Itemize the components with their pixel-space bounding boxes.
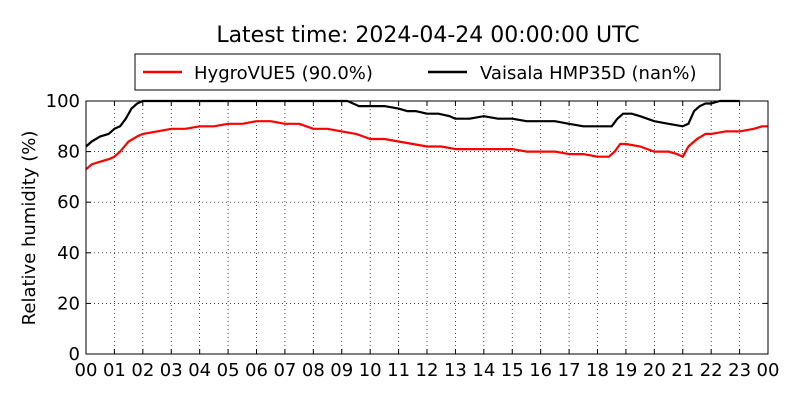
x-tick-label: 01 xyxy=(103,360,126,381)
x-tick-label: 13 xyxy=(444,360,467,381)
legend-label-vaisala: Vaisala HMP35D (nan%) xyxy=(480,63,697,84)
x-tick-label: 19 xyxy=(614,360,637,381)
x-tick-label: 15 xyxy=(501,360,524,381)
plot-frame xyxy=(85,100,769,355)
x-tick-label: 16 xyxy=(529,360,552,381)
y-tick-label: 0 xyxy=(69,344,80,365)
x-tick-label: 02 xyxy=(131,360,154,381)
y-tick-label: 80 xyxy=(57,142,80,163)
legend-label-hygrovue5: HygroVUE5 (90.0%) xyxy=(194,63,373,84)
x-tick-label: 10 xyxy=(359,360,382,381)
y-tick-label: 100 xyxy=(46,91,80,112)
x-tick-label: 23 xyxy=(728,360,751,381)
series-line-0 xyxy=(85,120,768,171)
x-tick-label: 04 xyxy=(188,360,211,381)
grid xyxy=(86,101,768,354)
x-tick-label: 00 xyxy=(75,360,98,381)
x-tick-label: 18 xyxy=(586,360,609,381)
x-tick-label: 17 xyxy=(558,360,581,381)
x-tick-label: 22 xyxy=(700,360,723,381)
x-tick-label: 05 xyxy=(217,360,240,381)
y-tick-label: 40 xyxy=(57,243,80,264)
x-tick-label: 20 xyxy=(643,360,666,381)
series-lines xyxy=(85,99,768,171)
x-tick-label: 09 xyxy=(330,360,353,381)
x-tick-label: 14 xyxy=(472,360,495,381)
legend-box xyxy=(134,53,721,91)
x-tick-label: 07 xyxy=(273,360,296,381)
y-tick-label: 20 xyxy=(57,293,80,314)
legend: HygroVUE5 (90.0%) Vaisala HMP35D (nan%) xyxy=(134,53,721,91)
x-tick-label: 11 xyxy=(387,360,410,381)
series-line-1 xyxy=(85,99,740,148)
x-tick-label: 12 xyxy=(416,360,439,381)
x-tick-label: 03 xyxy=(160,360,183,381)
x-tick-label: 21 xyxy=(671,360,694,381)
y-axis-label: Relative humidity (%) xyxy=(19,131,40,326)
axis-ticks: 00 01 02 03 04 05 06 07 08 09 10 11 12 13 14 15 16 17 18 19… xyxy=(46,91,780,381)
chart-title: Latest time: 2024-04-24 00:00:00 UTC xyxy=(216,23,639,48)
x-tick-label: 08 xyxy=(302,360,325,381)
y-tick-label: 60 xyxy=(57,192,80,213)
x-tick-label: 00 xyxy=(757,360,780,381)
x-tick-label: 06 xyxy=(245,360,268,381)
